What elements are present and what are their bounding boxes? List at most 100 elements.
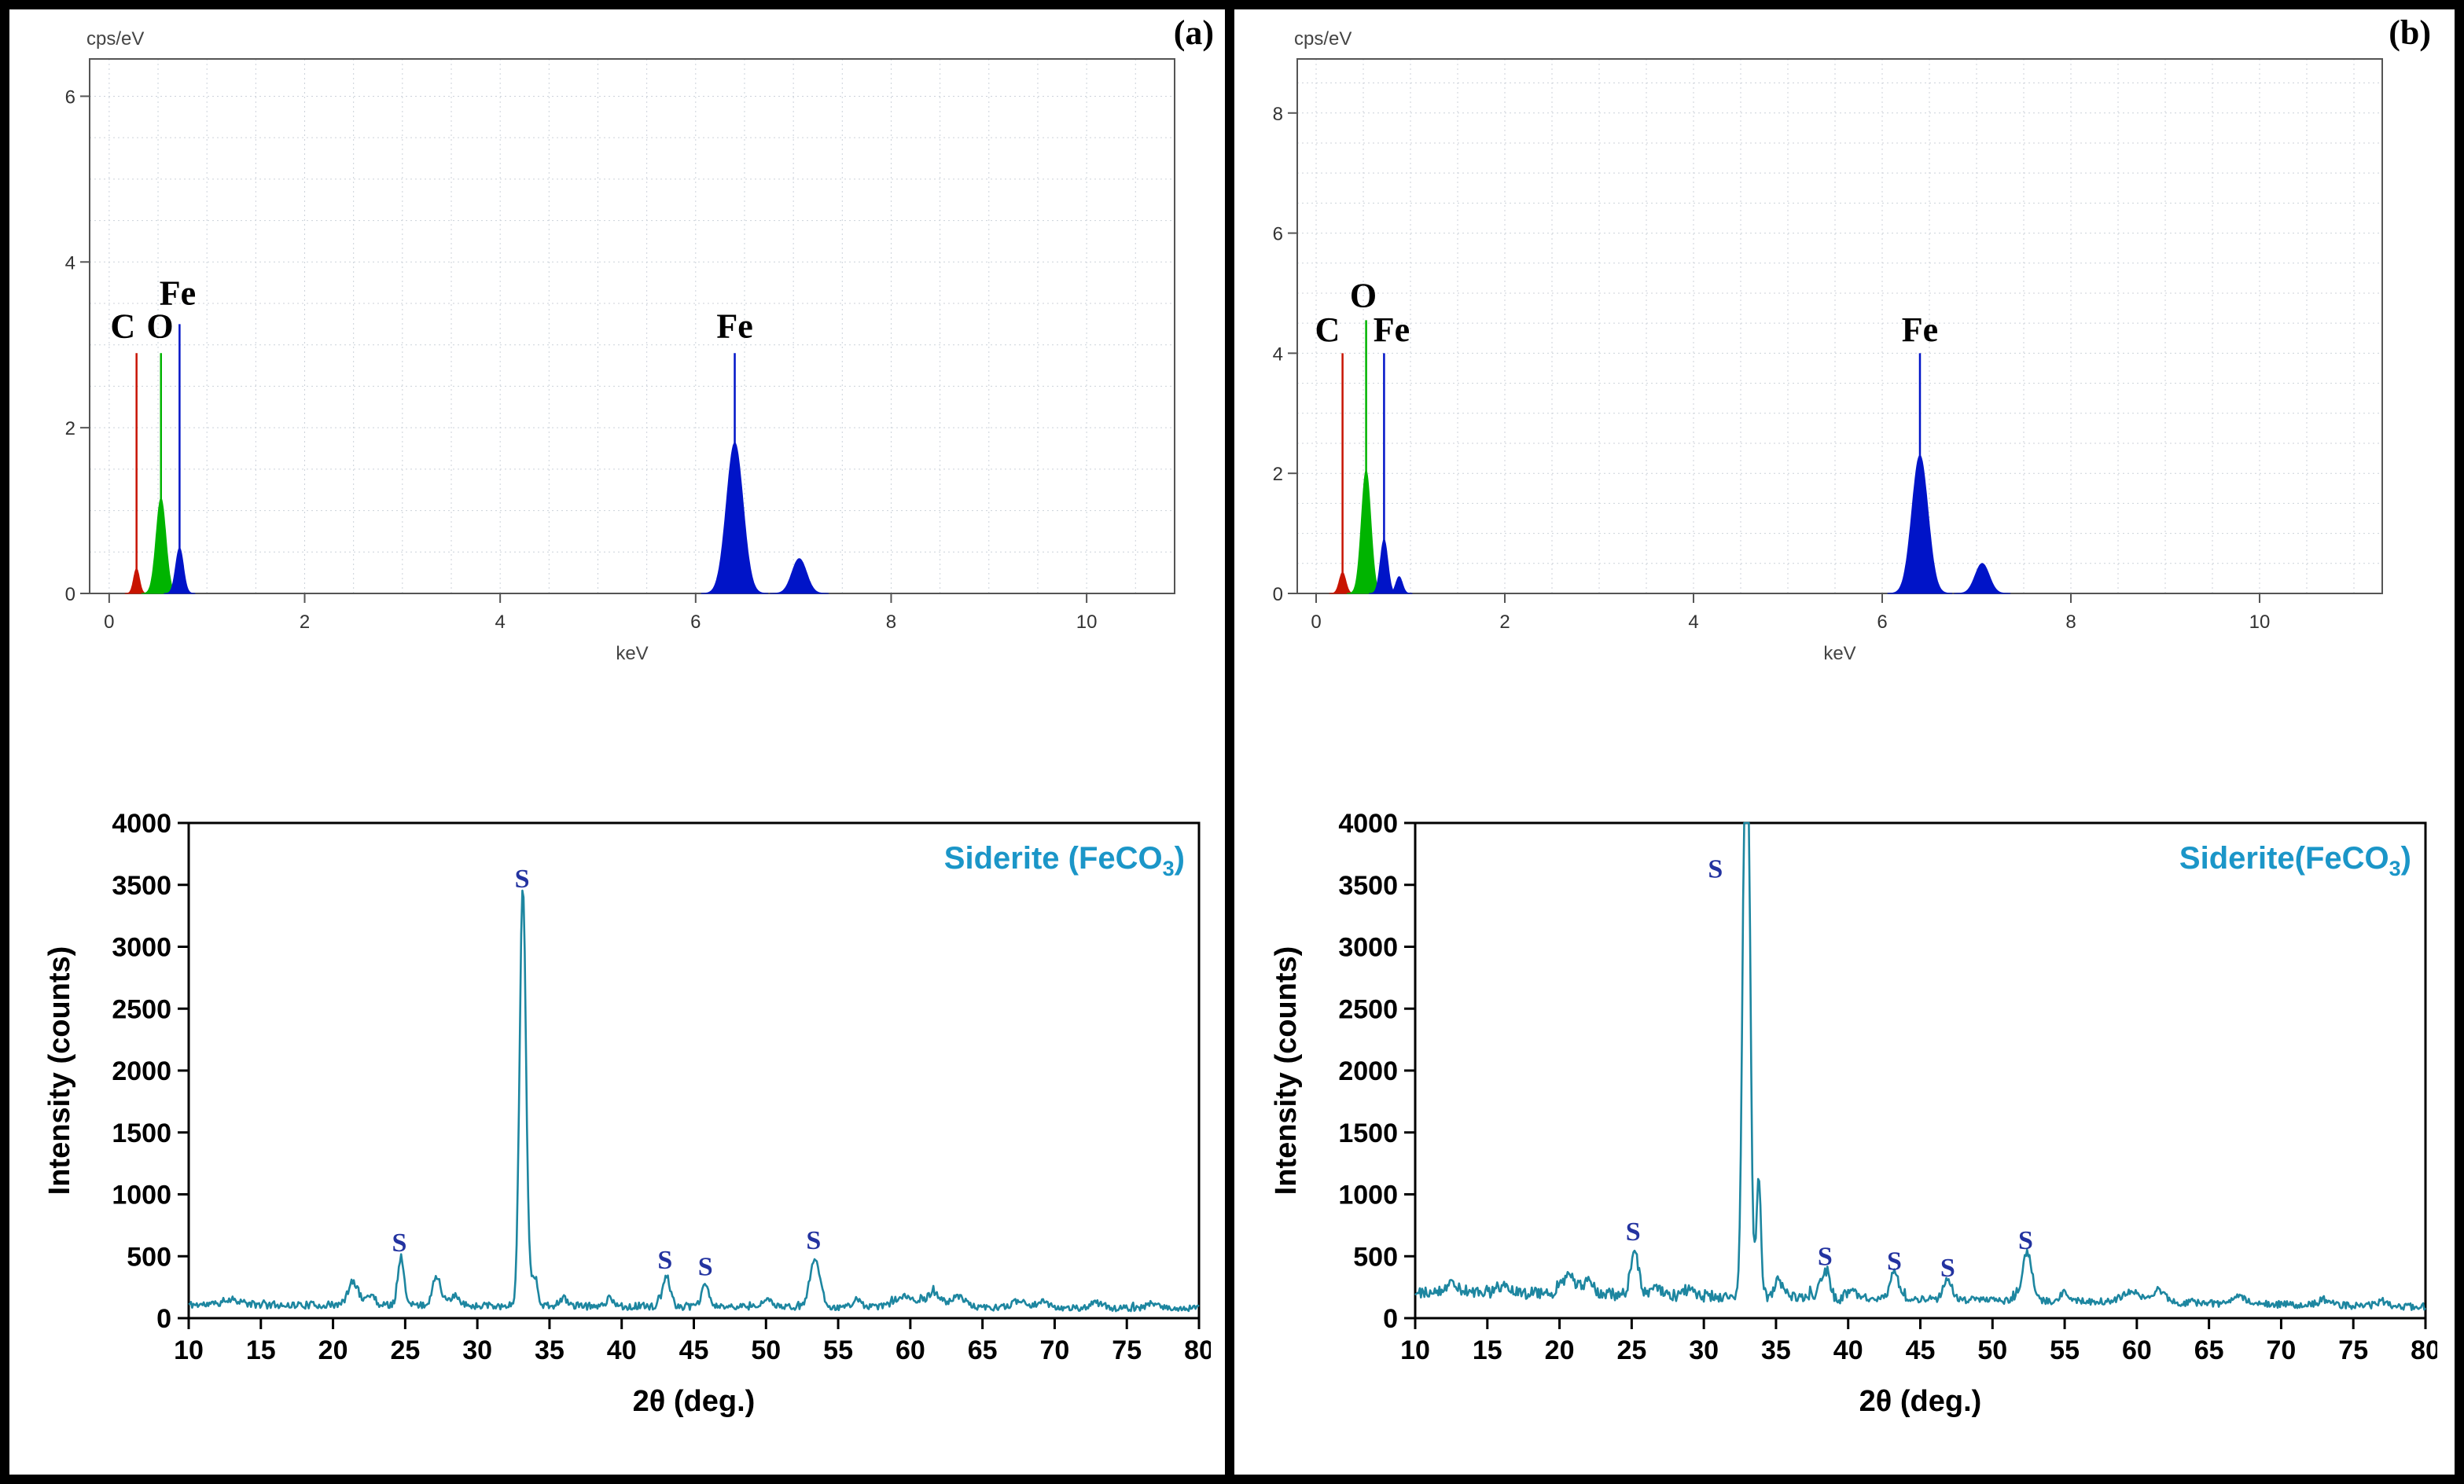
x-tick-label: 25 bbox=[1616, 1335, 1646, 1365]
y-axis-title: Intensity (counts) bbox=[43, 946, 76, 1196]
panel-b-corner-label: (b) bbox=[2389, 13, 2431, 52]
x-tick-label: 6 bbox=[1877, 612, 1887, 633]
y-tick-label: 0 bbox=[156, 1304, 171, 1334]
chart-title: Siderite(FeCO3) bbox=[2179, 841, 2411, 880]
x-tick-label: 75 bbox=[2338, 1335, 2368, 1365]
x-tick-label: 35 bbox=[1761, 1335, 1791, 1365]
y-axis-title: Intensity (counts) bbox=[1270, 946, 1303, 1196]
x-tick-label: 15 bbox=[246, 1335, 276, 1365]
x-axis-title: 2θ (deg.) bbox=[633, 1385, 756, 1418]
s-peak-label: S bbox=[1626, 1218, 1641, 1247]
xrd-trace bbox=[188, 889, 1200, 1313]
panel-a: (a) 0 2 4 6 8 10 0 2 4 6 cps/eV keV C O Fe Fe 10 15 20 25 3… bbox=[9, 9, 1225, 1475]
element-peak bbox=[1954, 563, 2011, 594]
y-tick-label: 4000 bbox=[112, 809, 171, 839]
plot-border bbox=[89, 58, 1175, 594]
s-peak-label: S bbox=[806, 1226, 821, 1255]
y-tick-label: 3500 bbox=[112, 871, 171, 901]
y-tick-label: 4 bbox=[1273, 343, 1283, 365]
x-tick-label: 4 bbox=[495, 612, 505, 633]
y-tick-label: 6 bbox=[1273, 224, 1283, 245]
x-tick-label: 8 bbox=[2065, 612, 2076, 633]
x-tick-label: 40 bbox=[607, 1335, 637, 1365]
x-tick-label: 20 bbox=[1545, 1335, 1575, 1365]
x-tick-label: 10 bbox=[2249, 612, 2271, 633]
y-tick-label: 4000 bbox=[1338, 809, 1398, 839]
y-tick-label: 1000 bbox=[1338, 1181, 1398, 1210]
x-unit-label: keV bbox=[616, 643, 648, 664]
y-tick-label: 1500 bbox=[1338, 1119, 1398, 1148]
y-tick-label: 6 bbox=[65, 86, 75, 108]
element-label: O bbox=[146, 307, 173, 345]
x-tick-label: 20 bbox=[318, 1335, 348, 1365]
panel-divider bbox=[1225, 9, 1234, 1475]
y-tick-label: 500 bbox=[127, 1242, 171, 1272]
plot-border bbox=[1414, 821, 2427, 1320]
y-tick-label: 3500 bbox=[1338, 871, 1398, 901]
y-tick-label: 8 bbox=[1273, 104, 1283, 125]
x-tick-label: 65 bbox=[2194, 1335, 2224, 1365]
x-tick-label: 15 bbox=[1473, 1335, 1502, 1365]
x-tick-label: 70 bbox=[2267, 1335, 2297, 1365]
y-tick-label: 2000 bbox=[112, 1056, 171, 1086]
y-unit-label: cps/eV bbox=[1294, 28, 1352, 50]
s-peak-label: S bbox=[1940, 1254, 1955, 1283]
y-tick-label: 3000 bbox=[112, 933, 171, 963]
xrd-pattern-chart-a: 10 15 20 25 30 35 40 45 50 55 60 65 70 75 80 0 500 1000 15… bbox=[43, 809, 1211, 1418]
element-peak bbox=[770, 558, 829, 594]
x-tick-label: 10 bbox=[174, 1335, 204, 1365]
plot-border bbox=[1296, 58, 2383, 594]
s-peak-label: S bbox=[657, 1246, 672, 1275]
s-peak-label: S bbox=[2018, 1226, 2033, 1255]
x-tick-label: 30 bbox=[462, 1335, 492, 1365]
chart-title: Siderite (FeCO3) bbox=[944, 841, 1185, 880]
element-label: C bbox=[1315, 310, 1340, 349]
y-tick-label: 2500 bbox=[112, 994, 171, 1024]
x-tick-label: 65 bbox=[968, 1335, 998, 1365]
x-tick-label: 25 bbox=[390, 1335, 420, 1365]
x-tick-label: 2 bbox=[1499, 612, 1510, 633]
s-peak-label: S bbox=[698, 1253, 713, 1282]
element-label: C bbox=[110, 307, 135, 345]
x-tick-label: 0 bbox=[104, 612, 114, 633]
x-tick-label: 50 bbox=[1977, 1335, 2007, 1365]
x-tick-label: 35 bbox=[535, 1335, 565, 1365]
element-label: Fe bbox=[1374, 310, 1410, 349]
y-tick-label: 500 bbox=[1353, 1242, 1398, 1272]
y-tick-label: 2500 bbox=[1338, 994, 1398, 1024]
element-label: O bbox=[1350, 276, 1377, 314]
y-tick-label: 1000 bbox=[112, 1181, 171, 1210]
y-tick-label: 0 bbox=[1273, 584, 1283, 605]
panel-b: (b) 0 2 4 6 8 10 0 2 4 6 8 cps/eV keV C O Fe Fe 10 15 20 25… bbox=[1236, 9, 2455, 1475]
x-tick-label: 6 bbox=[690, 612, 701, 633]
y-tick-label: 3000 bbox=[1338, 933, 1398, 963]
y-tick-label: 2 bbox=[1273, 464, 1283, 485]
plot-border bbox=[187, 821, 1201, 1320]
x-tick-label: 10 bbox=[1076, 612, 1098, 633]
x-tick-label: 40 bbox=[1833, 1335, 1863, 1365]
x-tick-label: 60 bbox=[2122, 1335, 2152, 1365]
x-tick-label: 80 bbox=[2411, 1335, 2437, 1365]
x-tick-label: 55 bbox=[823, 1335, 853, 1365]
panel-a-corner-label: (a) bbox=[1173, 13, 1214, 52]
y-tick-label: 0 bbox=[65, 584, 75, 605]
y-tick-label: 1500 bbox=[112, 1119, 171, 1148]
y-unit-label: cps/eV bbox=[86, 28, 144, 50]
x-tick-label: 30 bbox=[1689, 1335, 1719, 1365]
x-axis-title: 2θ (deg.) bbox=[1859, 1385, 1982, 1418]
x-tick-label: 70 bbox=[1040, 1335, 1070, 1365]
x-tick-label: 45 bbox=[679, 1335, 709, 1365]
x-tick-label: 4 bbox=[1688, 612, 1698, 633]
x-tick-label: 50 bbox=[751, 1335, 781, 1365]
x-tick-label: 60 bbox=[895, 1335, 925, 1365]
x-tick-label: 2 bbox=[300, 612, 310, 633]
xrd-pattern-chart-b: 10 15 20 25 30 35 40 45 50 55 60 65 70 75 80 0 500 1000 15… bbox=[1270, 809, 2437, 1418]
x-tick-label: 75 bbox=[1112, 1335, 1142, 1365]
element-peak bbox=[1385, 576, 1413, 594]
s-peak-label: S bbox=[1887, 1247, 1902, 1276]
x-tick-label: 55 bbox=[2050, 1335, 2080, 1365]
s-peak-label: S bbox=[1818, 1242, 1833, 1271]
x-tick-label: 45 bbox=[1906, 1335, 1936, 1365]
